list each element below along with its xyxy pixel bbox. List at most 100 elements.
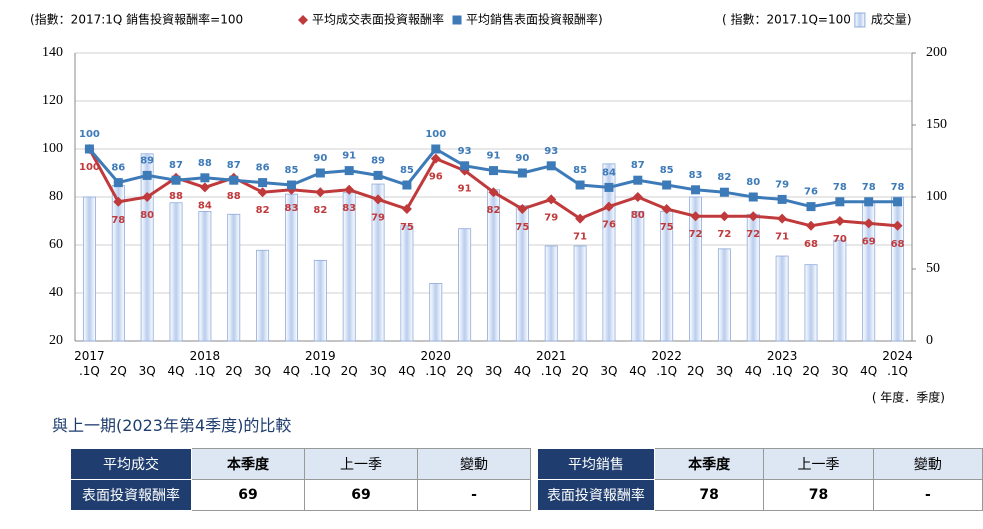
- marker: [488, 187, 499, 198]
- value-cell: 69: [304, 479, 418, 511]
- data-label: 72: [746, 229, 760, 240]
- marker: [661, 204, 672, 214]
- data-label: 68: [891, 239, 905, 250]
- marker: [431, 144, 441, 154]
- marker: [460, 161, 470, 171]
- marker: [199, 182, 210, 193]
- column-header: 本季度: [653, 448, 765, 480]
- bar: [429, 282, 443, 342]
- data-label: 72: [717, 229, 731, 240]
- marker: [662, 180, 672, 190]
- marker: [892, 220, 903, 231]
- data-label: 80: [631, 210, 645, 221]
- bar: [891, 196, 905, 342]
- data-label: 93: [458, 146, 472, 157]
- x-tick-label: 4Q: [629, 364, 646, 378]
- data-label: 70: [833, 234, 847, 245]
- legend-label: 成交量: [871, 12, 907, 27]
- marker: [748, 192, 758, 202]
- x-tick-label: 2020.1Q: [421, 349, 452, 378]
- data-label: 88: [227, 191, 241, 202]
- marker: [489, 166, 498, 176]
- marker: [257, 187, 268, 198]
- marker: [517, 204, 528, 214]
- x-tick-label: 3Q: [831, 364, 848, 378]
- marker: [575, 213, 586, 224]
- marker: [806, 202, 816, 212]
- data-label: 71: [573, 232, 587, 243]
- marker: [402, 180, 412, 190]
- chart: 20 40 60 80 100 120 140 0 50 100 150 200 2017.1Q 2Q 3Q…: [30, 12, 947, 405]
- header-cell: 平均成交: [70, 448, 192, 480]
- header-cell: 平均銷售: [537, 448, 655, 480]
- x-tick-label: 2Q: [572, 364, 589, 378]
- bar: [544, 245, 558, 342]
- marker: [452, 15, 462, 25]
- marker: [546, 161, 556, 171]
- legend-close: ): [598, 13, 603, 27]
- y-tick-label: 40: [49, 285, 63, 300]
- data-label: 80: [746, 177, 760, 188]
- bar: [371, 183, 385, 342]
- data-label: 82: [256, 205, 270, 216]
- marker: [258, 178, 268, 188]
- data-label: 87: [631, 160, 645, 171]
- bar: [198, 210, 212, 342]
- y2-tick-label: 200: [926, 45, 947, 60]
- x-unit: ( 年度．季度): [872, 390, 945, 405]
- x-tick-label: 4Q: [283, 364, 300, 378]
- data-label: 80: [140, 210, 154, 221]
- column-header: 上一季: [304, 448, 418, 480]
- bar: [458, 228, 472, 342]
- marker: [344, 184, 355, 195]
- x-tick-label: 4Q: [398, 364, 415, 378]
- bar: [111, 185, 125, 342]
- data-label: 72: [689, 229, 703, 240]
- data-label: 79: [544, 212, 558, 223]
- data-label: 82: [487, 205, 501, 216]
- marker: [719, 187, 729, 197]
- table: 平均成交 本季度 上一季 變動 表面投資報酬率 69 69-: [70, 448, 531, 511]
- y-tick-label: 80: [49, 189, 63, 204]
- bar: [169, 202, 183, 342]
- section-title: 與上一期(2023年第4季度)的比較: [52, 416, 292, 435]
- marker: [863, 218, 874, 229]
- marker: [893, 197, 903, 207]
- value-cell: -: [417, 479, 531, 511]
- legend-label: 平均銷售表面投資報酬率: [466, 12, 598, 27]
- data-label: 79: [371, 212, 385, 223]
- x-tick-label: 2018.1Q: [190, 349, 221, 378]
- data-label: 75: [515, 222, 529, 233]
- x-tick-label: 3Q: [600, 364, 617, 378]
- data-label: 89: [371, 155, 385, 166]
- data-label: 93: [544, 146, 558, 157]
- x-tick-label: 3Q: [139, 364, 156, 378]
- data-label: 78: [862, 182, 876, 193]
- header-cell: 表面投資報酬率: [70, 479, 192, 511]
- data-label: 90: [515, 153, 529, 164]
- data-label: 87: [227, 160, 241, 171]
- marker: [401, 204, 412, 214]
- data-label: 100: [79, 129, 100, 140]
- marker: [517, 168, 527, 178]
- bar: [717, 248, 731, 342]
- bar: [342, 192, 356, 342]
- legend-swatch: [854, 12, 866, 28]
- marker: [430, 153, 441, 164]
- marker: [864, 197, 874, 207]
- marker: [315, 168, 325, 178]
- marker: [315, 187, 326, 198]
- marker: [748, 211, 759, 222]
- y-tick-label: 140: [42, 45, 63, 60]
- data-label: 83: [689, 170, 703, 181]
- bar: [285, 193, 298, 342]
- data-label: 85: [660, 165, 674, 176]
- marker: [286, 180, 296, 190]
- x-tick-label: 4Q: [514, 364, 531, 378]
- x-tick-label: 2019.1Q: [305, 349, 336, 378]
- data-label: 83: [285, 203, 299, 214]
- x-tick-label: 2023.1Q: [767, 349, 798, 378]
- marker: [603, 201, 614, 212]
- marker: [298, 15, 308, 25]
